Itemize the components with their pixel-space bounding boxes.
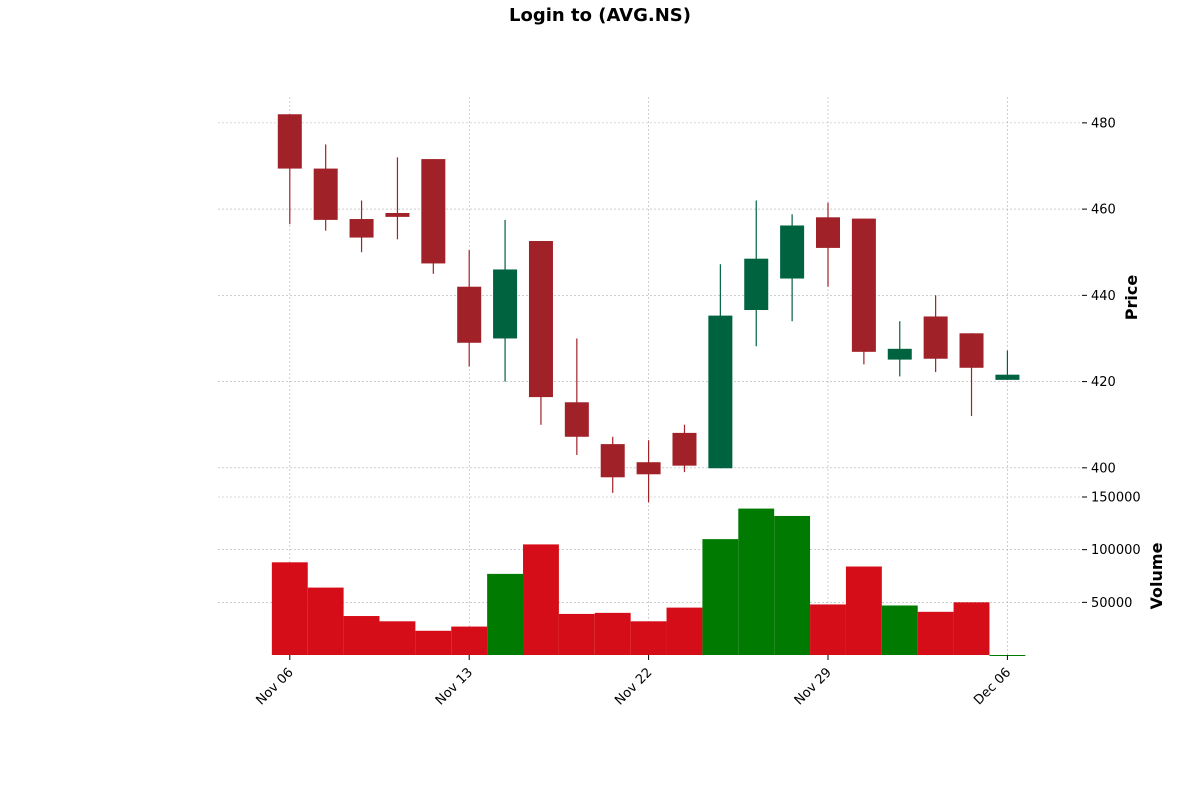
volume-bar [917, 611, 954, 655]
volume-bar [666, 607, 703, 655]
volume-tick-label: 150000 [1091, 491, 1141, 506]
x-tick-label: Nov 13 [433, 665, 476, 708]
volume-bar [881, 605, 918, 655]
candle-body [277, 114, 302, 169]
volume-bar [810, 604, 846, 655]
candle-body [385, 212, 410, 217]
x-tick-label: Nov 22 [612, 665, 655, 708]
x-tick-label: Nov 29 [792, 665, 835, 708]
x-tick-label: Nov 06 [253, 665, 296, 708]
volume-bar [738, 508, 775, 655]
x-tick-label: Dec 06 [971, 665, 1014, 708]
volume-axis-label: Volume [1147, 542, 1166, 609]
volume-bar [415, 630, 452, 655]
volume-bar [594, 612, 631, 655]
volume-panel [271, 508, 1026, 656]
candle-body [780, 225, 805, 279]
volume-bar [845, 566, 882, 655]
volume-bar [702, 539, 739, 655]
volume-bar [379, 621, 416, 655]
price-tick-label: 460 [1091, 203, 1116, 218]
candle-body [708, 315, 733, 469]
chart-title: Login to (AVG.NS) [509, 5, 691, 26]
volume-bar [307, 587, 344, 655]
price-tick-label: 420 [1091, 375, 1116, 390]
candle-body [959, 333, 984, 368]
volume-bar [523, 544, 559, 655]
candle-body [457, 286, 482, 343]
price-tick-label: 440 [1091, 289, 1116, 304]
volume-bar [271, 562, 308, 655]
price-tick-label: 480 [1091, 116, 1116, 131]
volume-bar [487, 573, 524, 655]
candle-body [636, 462, 661, 475]
candle-body [528, 241, 553, 398]
volume-tick-label: 50000 [1091, 596, 1132, 611]
price-tick-label: 400 [1091, 461, 1116, 476]
volume-bar [953, 602, 990, 655]
candle-body [493, 269, 518, 339]
candle-body [313, 168, 338, 220]
candle-body [923, 316, 948, 359]
candle-body [421, 159, 446, 264]
volume-bar [774, 515, 811, 655]
price-axis-label: Price [1122, 275, 1141, 321]
candle-body [995, 374, 1020, 380]
candle-body [564, 402, 589, 437]
price-panel [277, 114, 1020, 503]
volume-bar [343, 616, 380, 655]
volume-bar [451, 626, 488, 655]
volume-bar [558, 613, 595, 655]
grid-lines [218, 97, 1082, 655]
candle-body [600, 444, 625, 478]
candle-body [744, 258, 769, 311]
candle-body [672, 432, 697, 466]
candle-body [851, 218, 876, 352]
candle-body [816, 217, 840, 248]
volume-tick-label: 100000 [1091, 543, 1141, 558]
candle-body [887, 348, 912, 360]
volume-bar [630, 621, 667, 655]
candle-body [349, 219, 374, 238]
